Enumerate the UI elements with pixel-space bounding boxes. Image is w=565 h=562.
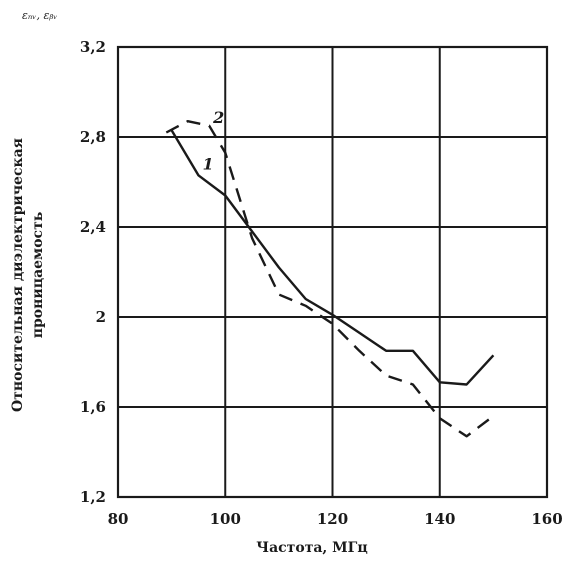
corner-axis-label: εₙᵥ, εᵦᵥ	[22, 9, 57, 22]
series-label-1: 1	[202, 154, 213, 173]
y-tick-label: 3,2	[80, 38, 106, 56]
x-tick-label: 120	[317, 510, 348, 528]
grid	[116, 45, 549, 499]
x-tick-label: 80	[108, 510, 129, 528]
series-line-1	[170, 129, 495, 386]
y-tick-label: 2	[96, 308, 106, 326]
x-axis-label: Частота, МГц	[256, 540, 367, 556]
x-tick-label: 160	[531, 510, 562, 528]
y-tick-label: 1,2	[80, 488, 106, 506]
y-tick-label: 2,4	[80, 218, 106, 236]
series-label-2: 2	[212, 108, 224, 127]
x-tick-label: 140	[424, 510, 455, 528]
y-axis-label-line1: Относительная диэлектрическая	[10, 138, 26, 412]
y-tick-label: 2,8	[80, 128, 106, 146]
series-line-2	[165, 119, 495, 438]
x-tick-label: 100	[210, 510, 241, 528]
tick-labels: 80 100 120 140 160 1,2 1,6 2 2,4 2,8 3,2	[80, 38, 563, 528]
y-axis-label-line2: проницаемость	[30, 212, 46, 339]
y-tick-label: 1,6	[80, 398, 106, 416]
series-layer: 12	[165, 108, 495, 438]
